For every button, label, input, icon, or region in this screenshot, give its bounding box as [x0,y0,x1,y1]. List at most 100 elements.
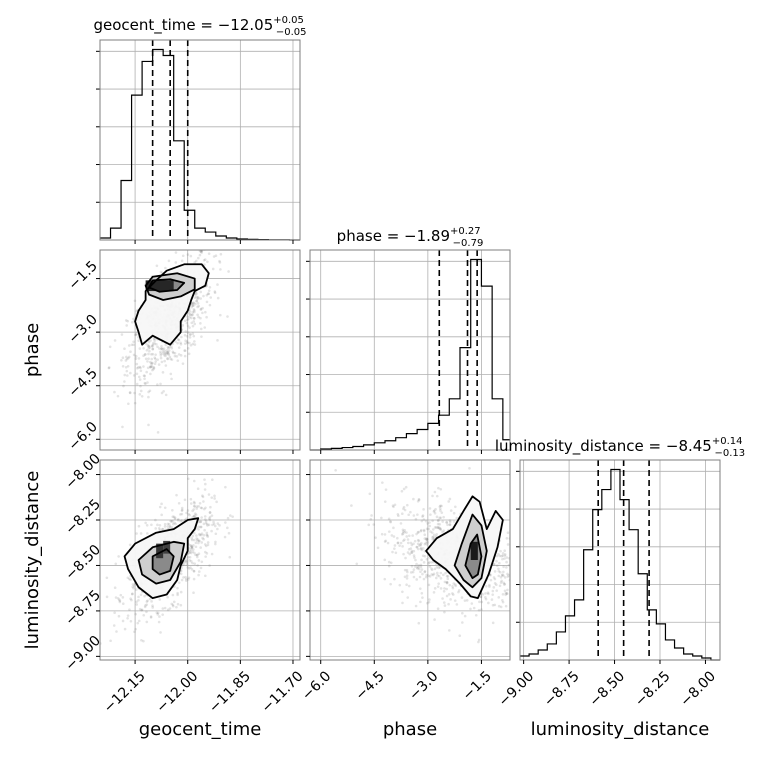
scatter-point [436,519,440,523]
scatter-point [191,324,195,328]
scatter-point [112,624,116,627]
scatter-point [187,477,190,481]
scatter-point [129,350,132,354]
scatter-point [419,563,423,567]
scatter-point [120,359,123,362]
scatter-point [188,551,192,554]
scatter-point [182,576,185,579]
contour-outer [123,517,200,600]
scatter-point [448,583,452,587]
scatter-point [452,520,456,523]
scatter-point [227,531,231,535]
scatter-point [183,354,187,358]
scatter-point [355,562,359,566]
scatter-point [138,607,142,611]
scatter-point [163,349,166,353]
scatter-point [113,390,116,394]
scatter-point [151,361,154,365]
scatter-point [416,513,419,516]
scatter-point [182,244,185,247]
scatter-point [383,540,387,543]
scatter-point [448,520,452,524]
scatter-point [531,565,534,568]
scatter-point [402,507,405,511]
scatter-point [437,518,440,522]
scatter-point [401,590,404,594]
panel-frame [99,249,301,451]
scatter-point [422,518,426,521]
scatter-point [128,577,131,581]
scatter-point [152,366,156,370]
scatter-point [199,520,203,523]
scatter-point [151,347,155,351]
scatter-point [422,547,425,550]
scatter-point [187,311,190,315]
scatter-point [474,613,478,617]
scatter-point [193,514,196,518]
scatter-point [417,567,421,571]
scatter-point [524,556,527,559]
scatter-point [134,357,138,361]
scatter-point [439,577,443,580]
scatter-point [439,487,443,491]
scatter-point [125,355,128,359]
scatter-point [405,583,408,587]
scatter-point [161,347,164,351]
scatter-point [414,517,418,521]
scatter-point [196,305,199,309]
scatter-point [146,599,149,602]
scatter-point [200,541,204,544]
y-axis-label-phase: phase [22,323,43,377]
scatter-point [213,290,217,293]
scatter-point [190,301,194,305]
scatter-point [173,517,177,521]
scatter-point [190,536,194,540]
scatter-point [124,359,128,362]
scatter-point [148,346,152,349]
scatter-point [442,573,445,577]
scatter-point [151,368,154,372]
scatter-point [158,598,162,601]
scatter-point [183,333,187,337]
scatter-point [426,538,429,541]
scatter-point [188,549,192,553]
scatter-point [194,259,198,263]
scatter-point [396,541,400,545]
scatter-point [419,546,423,550]
scatter-point [164,343,168,347]
scatter-point [443,604,447,607]
scatter-point [167,353,171,356]
scatter-point [177,338,181,342]
scatter-point [541,583,544,586]
scatter-point [109,639,112,643]
scatter-point [166,525,170,528]
scatter-point [372,523,376,526]
scatter-point [423,555,427,558]
scatter-point [218,259,221,263]
scatter-point [196,553,199,557]
scatter-point [108,345,112,349]
scatter-point [214,542,217,546]
scatter-point [447,602,450,606]
scatter-point [433,567,437,571]
scatter-point [142,365,145,368]
scatter-point [427,600,431,604]
scatter-point [472,606,476,610]
scatter-point [147,345,150,348]
panel-frame [99,39,301,241]
scatter-point [206,260,209,264]
scatter-point [133,391,136,395]
scatter-point [428,598,431,601]
scatter-point [451,585,454,588]
scatter-point [510,588,513,591]
scatter-point [210,552,214,556]
scatter-point [502,581,506,585]
scatter-point [404,556,407,560]
scatter-point [142,354,145,357]
scatter-point [179,513,182,516]
scatter-point [137,619,141,623]
scatter-point [199,566,203,570]
scatter-point [439,571,443,575]
panel-frame [309,459,511,661]
scatter-point [438,505,442,508]
